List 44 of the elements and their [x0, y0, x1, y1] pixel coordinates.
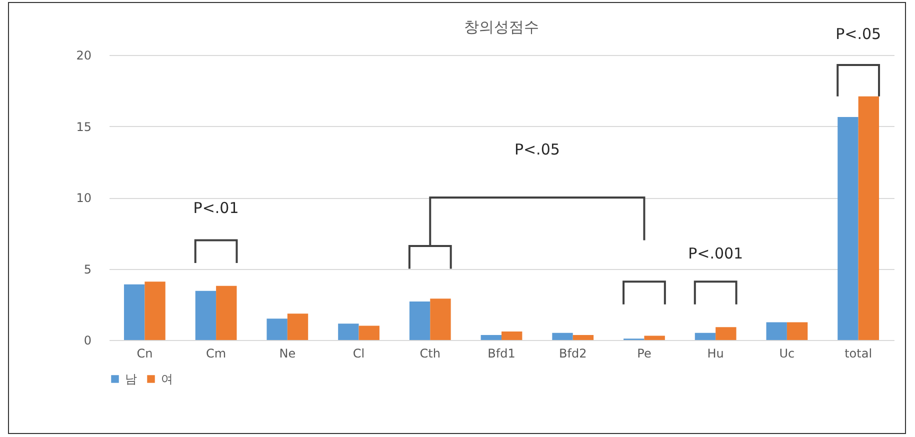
y-tick-label: 20: [76, 48, 92, 62]
bar: [338, 324, 359, 340]
x-tick-label: Hu: [707, 346, 724, 360]
bar: [124, 284, 145, 340]
y-tick-label: 5: [84, 262, 92, 276]
bar: [786, 322, 808, 340]
x-tick-label: total: [844, 346, 872, 360]
chart-title: 창의성점수: [464, 18, 539, 36]
bar: [858, 96, 880, 340]
legend-label: 여: [161, 372, 173, 386]
annotation: P<.001: [688, 244, 744, 263]
x-tick-label: Uc: [779, 346, 795, 360]
text: P<.05: [836, 25, 882, 44]
bar: [216, 286, 237, 340]
annotation: P<.05: [514, 140, 560, 159]
bar: [572, 335, 594, 340]
bar: [480, 335, 502, 340]
bar: [552, 332, 573, 340]
bar: [358, 326, 380, 340]
bar: [409, 302, 430, 340]
x-tick-label: Cm: [206, 346, 226, 360]
bar: [430, 298, 451, 340]
x-tick-label: Bfd1: [488, 346, 516, 360]
legend-label: 남: [125, 372, 137, 386]
x-tick-label: Cl: [352, 346, 365, 360]
bar: [766, 322, 787, 340]
x-tick-label: Cth: [420, 346, 440, 360]
bar: [287, 314, 308, 340]
y-tick-label: 10: [76, 191, 92, 205]
bar: [838, 116, 858, 340]
bar: [644, 336, 665, 340]
x-tick-label: Ne: [279, 346, 296, 360]
y-tick-label: 15: [76, 120, 92, 134]
bar: [502, 331, 522, 340]
bar: [266, 318, 288, 340]
x-tick-label: Bfd2: [559, 346, 587, 360]
annotation: P<.01: [193, 198, 239, 218]
bar: [195, 290, 216, 340]
bar: [144, 282, 166, 340]
bar: [694, 332, 716, 340]
y-tick-label: 0: [84, 334, 92, 348]
bar: [716, 327, 736, 340]
x-tick-label: Pe: [637, 346, 652, 360]
x-tick-label: Cn: [136, 346, 153, 360]
